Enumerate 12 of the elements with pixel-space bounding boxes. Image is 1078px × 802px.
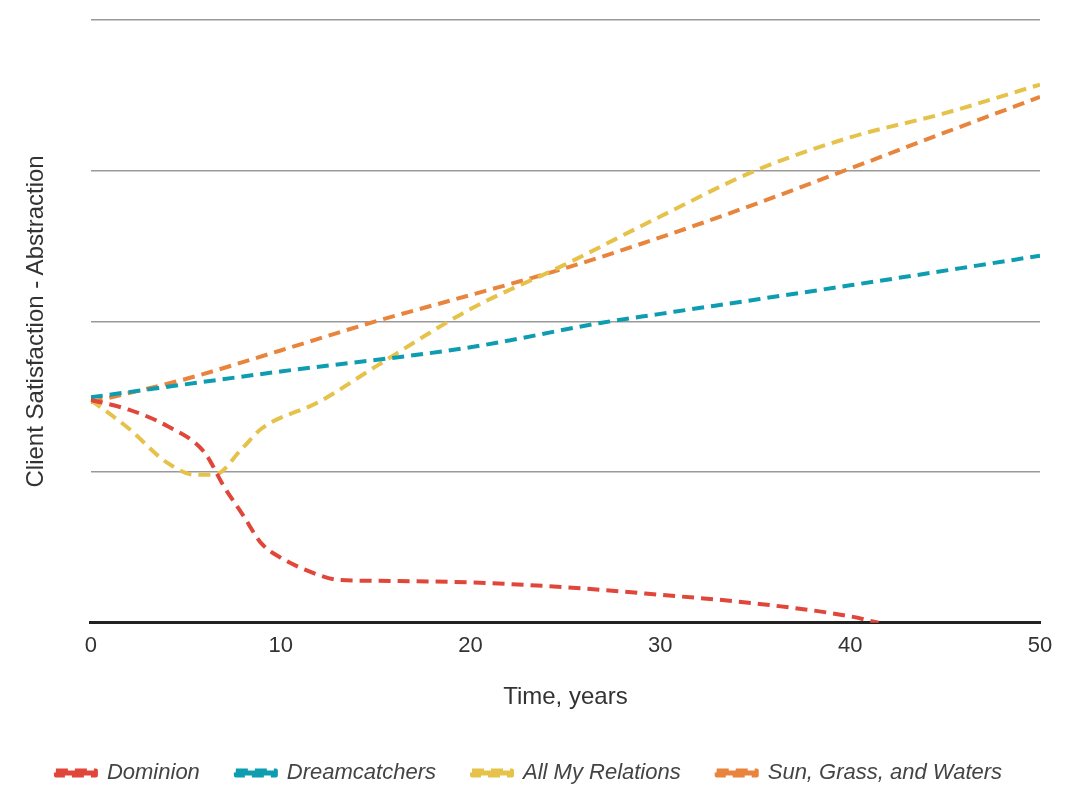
x-tick-label: 20 bbox=[458, 632, 483, 658]
x-tick-label: 10 bbox=[268, 632, 293, 658]
x-tick-label: 40 bbox=[837, 632, 863, 658]
x-tick-label: 30 bbox=[648, 632, 673, 658]
x-tick-label: 0 bbox=[84, 632, 97, 658]
legend-label: Dominion bbox=[106, 759, 200, 785]
legend-label: Sun, Grass, and Waters bbox=[767, 759, 1003, 785]
y-axis-title: Client Satisfaction - Abstraction bbox=[21, 155, 49, 488]
x-axis-title: Time, years bbox=[503, 682, 628, 710]
x-tick-label: 50 bbox=[1027, 632, 1053, 658]
legend-label: Dreamcatchers bbox=[286, 759, 436, 785]
legend-label: All My Relations bbox=[521, 759, 681, 785]
